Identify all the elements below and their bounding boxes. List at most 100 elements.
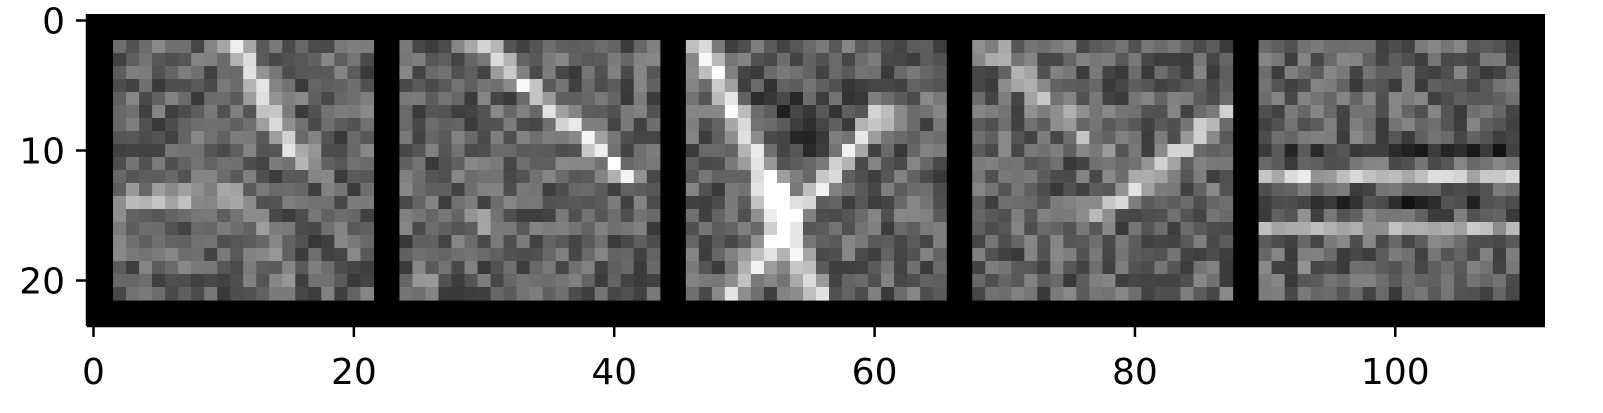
heatmap-cell (607, 261, 622, 275)
heatmap-cell (347, 66, 361, 80)
heatmap-cell (816, 183, 830, 197)
heatmap-cell (334, 222, 348, 236)
heatmap-cell (1271, 287, 1286, 301)
heatmap-cell (1167, 170, 1182, 184)
heatmap-cell (1258, 287, 1273, 301)
heatmap-cell (816, 261, 830, 275)
heatmap-cell (1349, 222, 1364, 236)
heatmap-cell (126, 79, 140, 93)
heatmap-cell (1401, 40, 1416, 54)
heatmap-cell (1297, 105, 1312, 119)
heatmap-cell (1219, 261, 1234, 275)
heatmap-cell (789, 92, 804, 106)
heatmap-cell (165, 40, 179, 54)
heatmap-cell (920, 66, 934, 80)
heatmap-cell (633, 79, 648, 93)
heatmap-cell (1492, 196, 1507, 210)
heatmap-cell (425, 170, 440, 184)
heatmap-cell (1271, 53, 1286, 67)
heatmap-cell (1349, 287, 1364, 301)
heatmap-cell (881, 235, 895, 249)
heatmap-cell (868, 287, 882, 301)
heatmap-cell (633, 235, 648, 249)
heatmap-cell (399, 183, 414, 197)
heatmap-cell (1102, 196, 1117, 210)
heatmap-cell (1492, 105, 1507, 119)
heatmap-cell (321, 118, 335, 132)
heatmap-cell (711, 248, 726, 262)
heatmap-cell (360, 183, 374, 197)
heatmap-cell (998, 183, 1012, 197)
heatmap-cell (620, 261, 635, 275)
heatmap-cell (985, 287, 999, 301)
heatmap-cell (438, 248, 453, 262)
heatmap-cell (295, 235, 309, 249)
heatmap-cell (1336, 235, 1351, 249)
heatmap-cell (438, 274, 453, 288)
heatmap-cell (868, 170, 882, 184)
heatmap-cell (347, 118, 361, 132)
heatmap-cell (985, 248, 999, 262)
heatmap-cell (555, 157, 570, 171)
heatmap-cell (282, 222, 296, 236)
heatmap-cell (724, 40, 739, 54)
heatmap-cell (529, 287, 544, 301)
heatmap-cell (178, 274, 192, 288)
heatmap-cell (1479, 118, 1494, 132)
heatmap-cell (1102, 287, 1117, 301)
heatmap-cell (178, 53, 192, 67)
heatmap-cell (1414, 170, 1429, 184)
heatmap-cell (1479, 131, 1494, 145)
heatmap-cell (113, 144, 127, 158)
heatmap-cell (152, 105, 166, 119)
heatmap-cell (230, 235, 244, 249)
heatmap-cell (1089, 235, 1103, 249)
heatmap-cell (1388, 53, 1403, 67)
heatmap-cell (152, 222, 166, 236)
heatmap-cell (685, 235, 700, 249)
heatmap-cell (1011, 118, 1025, 132)
heatmap-cell (724, 53, 739, 67)
heatmap-cell (204, 66, 218, 80)
heatmap-cell (1505, 157, 1520, 171)
heatmap-cell (829, 79, 843, 93)
heatmap-cell (464, 79, 479, 93)
heatmap-cell (308, 79, 322, 93)
heatmap-cell (868, 53, 882, 67)
heatmap-cell (894, 261, 908, 275)
heatmap-cell (1336, 222, 1351, 236)
heatmap-cell (998, 261, 1012, 275)
heatmap-cell (243, 170, 257, 184)
heatmap-cell (334, 170, 348, 184)
heatmap-cell (490, 287, 505, 301)
heatmap-cell (842, 105, 856, 119)
heatmap-cell (542, 170, 557, 184)
heatmap-cell (230, 248, 244, 262)
heatmap-cell (1388, 183, 1403, 197)
heatmap-cell (568, 53, 583, 67)
heatmap-cell (1271, 261, 1286, 275)
heatmap-cell (1102, 105, 1117, 119)
heatmap-cell (230, 118, 244, 132)
heatmap-cell (646, 209, 661, 223)
heatmap-cell (1401, 92, 1416, 106)
x-axis: 0 20 40 60 80 100 (82, 324, 1545, 393)
heatmap-cell (178, 196, 192, 210)
heatmap-cell (1193, 235, 1208, 249)
heatmap-cell (816, 170, 830, 184)
heatmap-cell (1193, 40, 1208, 54)
heatmap-cell (555, 79, 570, 93)
heatmap-cell (907, 118, 921, 132)
heatmap-cell (542, 274, 557, 288)
heatmap-cell (191, 118, 205, 132)
heatmap-cell (1427, 170, 1442, 184)
heatmap-cell (698, 79, 713, 93)
heatmap-cell (412, 79, 427, 93)
heatmap-cell (1323, 131, 1338, 145)
heatmap-cell (1024, 53, 1038, 67)
heatmap-cell (1011, 235, 1025, 249)
heatmap-cell (204, 79, 218, 93)
heatmap-cell (1323, 40, 1338, 54)
heatmap-cell (568, 170, 583, 184)
heatmap-cell (1271, 248, 1286, 262)
